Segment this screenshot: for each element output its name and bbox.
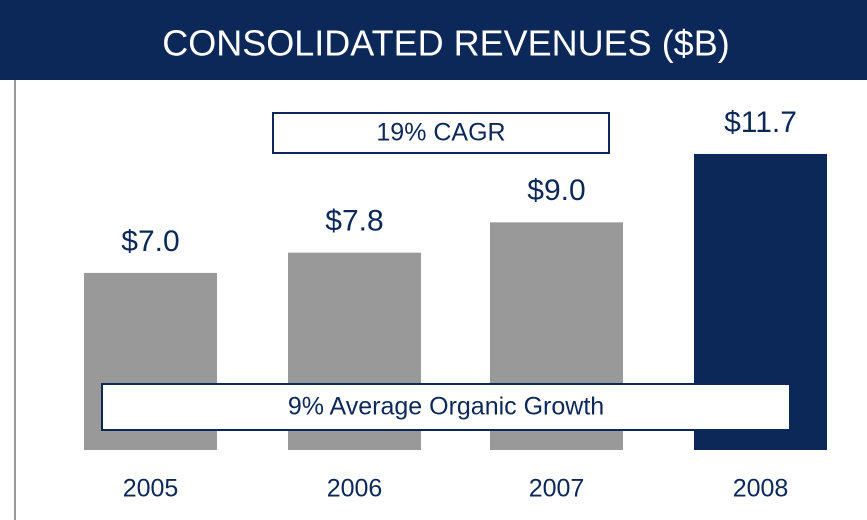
x-tick-label: 2005 <box>123 475 179 503</box>
value-label: $11.7 <box>724 106 797 139</box>
value-label: $7.0 <box>121 225 179 258</box>
cagr-box <box>272 112 610 154</box>
overlay: 9% Average Organic Growth <box>101 383 791 431</box>
bars: $7.0 2005 $7.8 2006 $9.0 2007 $11.7 2008 <box>84 106 827 503</box>
chart-title: CONSOLIDATED REVENUES ($B) <box>162 23 729 64</box>
title-banner <box>0 0 867 80</box>
x-tick-label: 2007 <box>529 475 585 503</box>
x-tick-label: 2006 <box>327 475 383 503</box>
value-label: $9.0 <box>527 174 585 207</box>
x-tick-label: 2008 <box>733 475 789 503</box>
growth-label: 9% Average Organic Growth <box>288 393 604 421</box>
cagr-label: 19% CAGR <box>376 119 505 147</box>
value-label: $7.8 <box>325 205 383 238</box>
growth-box <box>101 383 791 431</box>
